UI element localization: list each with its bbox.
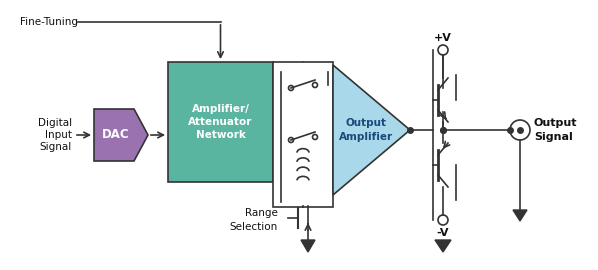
Polygon shape <box>301 240 315 252</box>
Text: Fine-Tuning: Fine-Tuning <box>20 17 78 27</box>
Text: Digital
Input
Signal: Digital Input Signal <box>38 119 72 151</box>
Polygon shape <box>435 240 451 252</box>
Text: DAC: DAC <box>102 129 130 141</box>
FancyBboxPatch shape <box>273 62 333 207</box>
Text: -V: -V <box>437 228 449 238</box>
Text: Output
Signal: Output Signal <box>534 119 578 141</box>
Text: +V: +V <box>434 33 452 43</box>
Text: Output
Amplifier: Output Amplifier <box>340 119 393 141</box>
Text: Range
Selection: Range Selection <box>230 208 278 232</box>
Polygon shape <box>333 65 410 195</box>
Polygon shape <box>513 210 527 221</box>
FancyBboxPatch shape <box>168 62 273 182</box>
Polygon shape <box>94 109 148 161</box>
Text: Amplifier/
Attenuator
Network: Amplifier/ Attenuator Network <box>188 104 253 140</box>
